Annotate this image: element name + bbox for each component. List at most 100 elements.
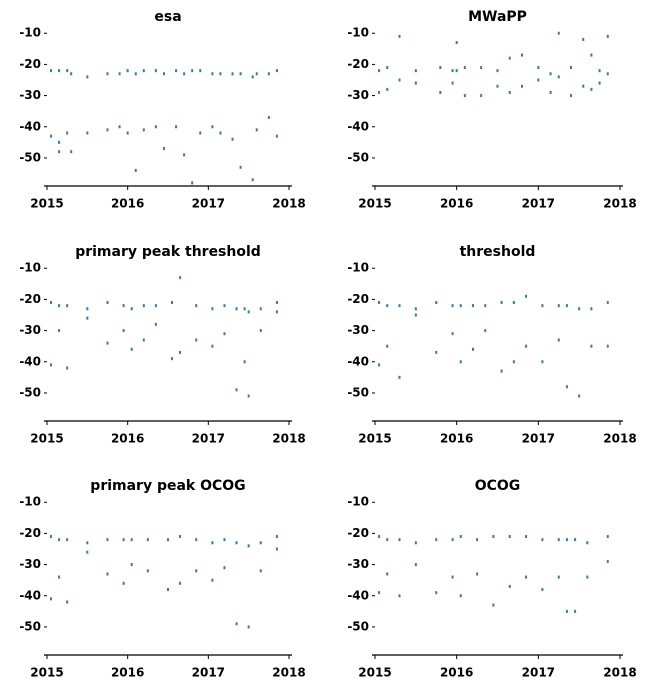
point: [414, 313, 417, 317]
point: [398, 538, 401, 542]
x-tick-label: 2015: [358, 197, 391, 211]
point: [606, 344, 609, 348]
point: [255, 72, 258, 76]
point: [247, 625, 250, 629]
point: [476, 538, 479, 542]
point: [219, 72, 222, 76]
point: [455, 41, 458, 45]
point: [130, 347, 133, 351]
point: [496, 84, 499, 88]
point: [578, 394, 581, 398]
point: [525, 294, 528, 298]
point: [146, 569, 149, 573]
point: [255, 128, 258, 132]
point: [235, 388, 238, 392]
point: [598, 69, 601, 73]
point: [223, 566, 226, 570]
point: [451, 332, 454, 336]
point: [247, 310, 250, 314]
point: [122, 329, 125, 333]
point: [235, 307, 238, 311]
point: [162, 147, 165, 151]
point: [570, 94, 572, 98]
point: [142, 69, 145, 73]
point: [484, 329, 487, 333]
x-tick-label: 2017: [192, 197, 225, 211]
point: [130, 307, 133, 311]
point: [134, 72, 137, 76]
point: [598, 81, 601, 85]
point: [492, 535, 495, 539]
y-tick-label: -20: [19, 57, 41, 71]
point: [211, 344, 214, 348]
point: [386, 66, 389, 70]
x-tick-label: 2015: [358, 666, 391, 680]
point: [570, 66, 572, 70]
point: [179, 535, 182, 539]
point: [590, 53, 593, 57]
x-tick-label: 2018: [272, 432, 305, 446]
point: [557, 304, 560, 308]
x-tick-label: 2018: [603, 197, 636, 211]
y-tick-label: -10: [19, 495, 41, 509]
point: [130, 538, 133, 542]
point: [500, 301, 503, 305]
y-tick-label: -20: [347, 526, 369, 540]
y-tick-label: -40: [347, 119, 369, 133]
chart-title: primary peak threshold: [75, 244, 261, 260]
point: [199, 131, 202, 135]
point: [231, 72, 234, 76]
point: [472, 304, 474, 308]
point: [106, 538, 109, 542]
x-tick-label: 2017: [192, 432, 225, 446]
y-tick-label: -40: [19, 588, 41, 602]
point: [414, 307, 417, 311]
y-tick-label: -50: [347, 619, 369, 633]
x-tick-label: 2017: [522, 197, 555, 211]
point: [195, 538, 198, 542]
point: [267, 72, 270, 76]
point: [378, 591, 381, 595]
chart-title: threshold: [460, 244, 536, 260]
point: [86, 550, 89, 554]
point: [106, 72, 109, 76]
x-tick-label: 2015: [30, 432, 63, 446]
point: [512, 360, 515, 364]
point: [179, 350, 182, 354]
point: [167, 588, 169, 592]
point: [122, 538, 125, 542]
point: [525, 575, 528, 579]
point: [239, 165, 242, 169]
point: [386, 538, 389, 542]
point: [275, 134, 278, 138]
point: [435, 301, 438, 305]
point: [171, 357, 174, 361]
y-tick-label: -50: [19, 619, 41, 633]
point: [451, 575, 454, 579]
point: [463, 94, 466, 98]
y-tick-label: -10: [347, 26, 369, 40]
point: [86, 541, 89, 545]
point: [195, 304, 198, 308]
point: [66, 304, 69, 308]
point: [247, 544, 250, 548]
point: [195, 569, 198, 573]
point: [496, 69, 499, 73]
point: [275, 535, 278, 539]
point: [386, 87, 389, 91]
x-tick-label: 2015: [358, 432, 391, 446]
point: [582, 37, 585, 41]
y-tick-label: -40: [347, 354, 369, 368]
point: [50, 597, 53, 601]
y-tick-label: -20: [19, 292, 41, 306]
point: [243, 307, 246, 311]
point: [259, 329, 262, 333]
point: [58, 304, 61, 308]
point: [492, 603, 495, 607]
x-tick-label: 2015: [30, 197, 63, 211]
x-tick-label: 2018: [272, 197, 305, 211]
point: [541, 304, 544, 308]
point: [58, 329, 61, 333]
point: [223, 304, 226, 308]
